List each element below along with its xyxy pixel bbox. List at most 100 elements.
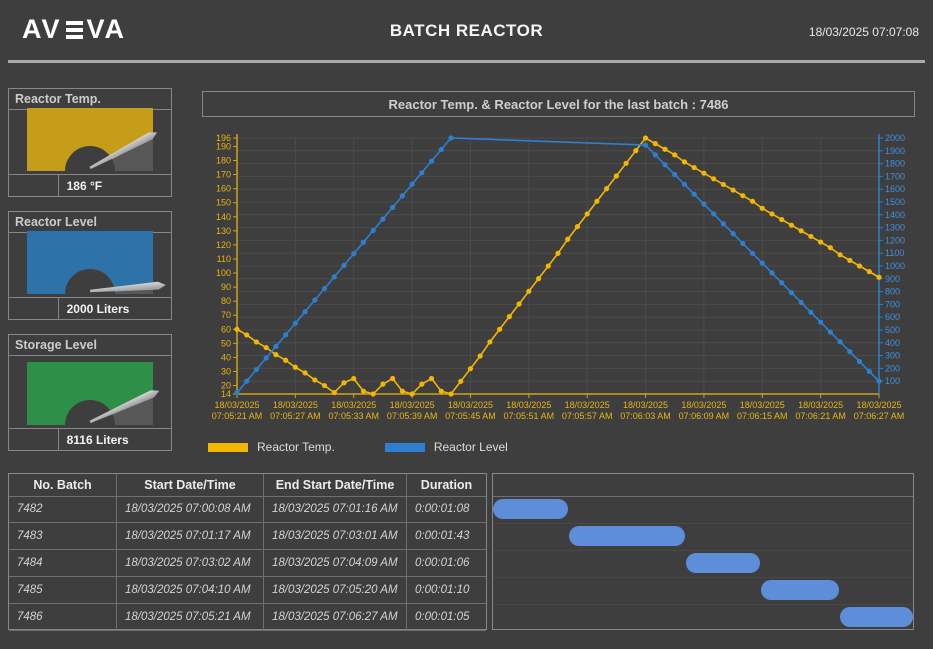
temp-data-point (837, 252, 843, 258)
level-data-point (827, 329, 833, 335)
level-data-point (798, 299, 804, 306)
left-tick-label: 196 (216, 133, 231, 143)
temp-data-point (380, 381, 386, 387)
temp-data-point (535, 276, 542, 282)
left-tick-label: 80 (221, 296, 231, 306)
reactor-temp-gauge (9, 108, 171, 174)
level-data-point (847, 349, 853, 355)
table-row[interactable]: 7484 18/03/2025 07:03:02 AM 18/03/2025 07:… (9, 550, 486, 577)
level-data-point (438, 146, 444, 153)
temp-data-point (263, 344, 269, 351)
table-header-cell: Start Date/Time (117, 474, 264, 497)
right-tick-label: 1000 (885, 261, 905, 271)
temp-data-point (253, 339, 260, 345)
temp-data-point (662, 146, 668, 152)
table-cell: 7482 (9, 496, 117, 523)
left-tick-label: 40 (221, 352, 231, 362)
table-cell: 18/03/2025 07:04:10 AM (117, 577, 264, 604)
gantt-bar-batch-7484[interactable] (685, 553, 761, 573)
storage-level-gauge (9, 356, 171, 428)
temp-data-point (701, 170, 707, 176)
level-data-point (244, 378, 250, 384)
right-tick-label: 300 (885, 351, 900, 361)
storage-level-title: Storage Level (9, 335, 171, 356)
x-tick-time: 07:05:45 AM (445, 411, 496, 421)
legend-item-reactor-level[interactable]: Reactor Level (384, 440, 508, 454)
table-cell: 0:00:01:08 (407, 496, 486, 523)
temp-data-point (399, 388, 405, 394)
left-tick-label: 60 (221, 324, 231, 334)
temp-data-point (866, 269, 872, 275)
storage-level-panel: Storage Level 8116 Liters (8, 334, 172, 451)
temp-data-point (740, 193, 746, 199)
table-cell: 18/03/2025 07:03:02 AM (117, 550, 264, 577)
x-tick-time: 07:06:15 AM (737, 411, 788, 421)
temp-data-point (477, 353, 483, 359)
temp-data-point (487, 339, 493, 345)
gantt-bar-batch-7485[interactable] (761, 580, 839, 600)
gantt-bar-batch-7486[interactable] (839, 607, 913, 627)
level-data-point (672, 172, 678, 178)
level-data-point (370, 227, 376, 234)
temp-data-point (234, 326, 240, 332)
level-data-point (808, 309, 814, 315)
readout-divider (57, 175, 59, 196)
table-row[interactable]: 7486 18/03/2025 07:05:21 AM 18/03/2025 07:… (9, 604, 486, 631)
legend-swatch-level (384, 442, 425, 452)
x-tick-time: 07:06:09 AM (679, 411, 730, 421)
table-header-cell: Duration (407, 474, 486, 497)
level-data-point (740, 240, 746, 247)
temp-data-point (623, 160, 629, 166)
level-data-point (341, 262, 347, 268)
left-tick-label: 90 (221, 282, 231, 292)
gantt-bar-batch-7483[interactable] (569, 526, 685, 546)
x-tick-date: 18/03/2025 (214, 400, 259, 410)
level-data-point (263, 355, 269, 361)
reactor-temp-readout: 186 °F (9, 174, 171, 196)
right-tick-label: 200 (885, 363, 900, 373)
legend-label-level: Reactor Level (433, 440, 508, 454)
level-data-point (390, 204, 396, 210)
reactor-temp-panel: Reactor Temp. 186 °F (8, 88, 172, 197)
right-tick-label: 1900 (885, 146, 905, 156)
legend-item-reactor-temp[interactable]: Reactor Temp. (208, 440, 335, 454)
table-cell: 18/03/2025 07:00:08 AM (117, 496, 264, 523)
temp-data-point (565, 236, 571, 242)
table-cell: 7484 (9, 550, 117, 577)
temp-data-point (419, 381, 425, 387)
temp-data-point (779, 216, 785, 223)
left-tick-label: 180 (216, 156, 231, 166)
temp-data-point (448, 391, 454, 397)
level-data-point (720, 221, 726, 227)
temp-data-point (711, 176, 717, 182)
table-row[interactable]: 7485 18/03/2025 07:04:10 AM 18/03/2025 07:… (9, 577, 486, 604)
left-tick-label: 170 (216, 170, 231, 180)
temp-data-point (283, 357, 289, 363)
left-tick-label: 20 (221, 381, 231, 391)
level-data-point (321, 285, 328, 292)
left-tick-label: 110 (217, 254, 231, 264)
table-cell: 0:00:01:05 (407, 604, 486, 631)
temp-data-point (788, 222, 795, 228)
table-row[interactable]: 7482 18/03/2025 07:00:08 AM 18/03/2025 07:… (9, 496, 486, 523)
table-cell: 18/03/2025 07:04:09 AM (264, 550, 407, 577)
x-tick-date: 18/03/2025 (448, 400, 493, 410)
table-row[interactable]: 7483 18/03/2025 07:01:17 AM 18/03/2025 07:… (9, 523, 486, 550)
level-data-point (652, 152, 658, 158)
left-tick-label: 140 (216, 212, 231, 222)
level-data-point (876, 378, 882, 384)
temp-data-point (409, 391, 415, 397)
level-data-point (419, 170, 425, 176)
logo-xi-glyph (65, 20, 83, 39)
temp-data-point (526, 288, 532, 294)
x-tick-date: 18/03/2025 (740, 400, 785, 410)
readout-divider (57, 298, 59, 319)
batch-history-table: No. Batch Start Date/Time End Start Date/T… (8, 473, 487, 631)
temp-data-point (321, 382, 328, 389)
temp-data-point (720, 181, 726, 188)
gantt-bar-batch-7482[interactable] (493, 499, 569, 519)
table-cell: 18/03/2025 07:05:20 AM (264, 577, 407, 604)
temp-data-point (438, 388, 444, 394)
level-data-point (779, 280, 785, 286)
x-tick-date: 18/03/2025 (798, 400, 843, 410)
